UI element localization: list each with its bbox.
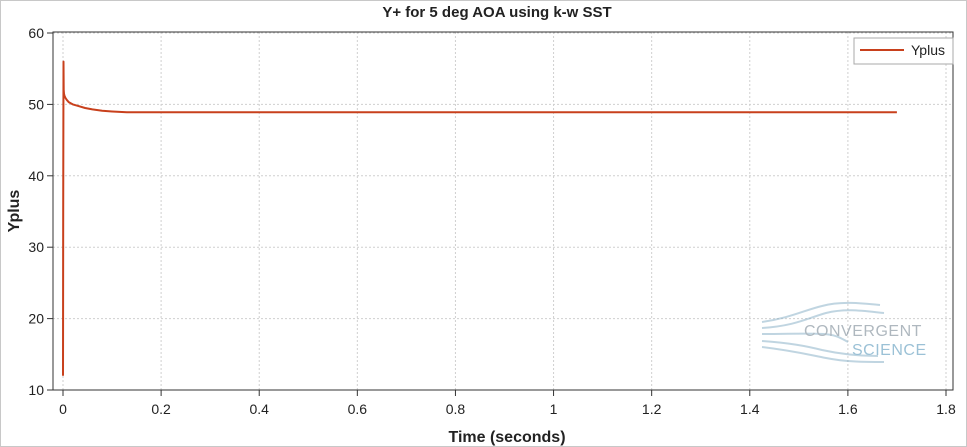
- y-tick-label: 20: [28, 311, 44, 327]
- x-tick-label: 0.6: [348, 401, 368, 417]
- series-line-yplus: [62, 60, 897, 376]
- convergent-science-watermark: CONVERGENT SCIENCE: [761, 301, 927, 363]
- x-tick-label: 1.8: [936, 401, 956, 417]
- x-tick-label: 1.4: [740, 401, 760, 417]
- watermark-line2: SCIENCE: [852, 342, 927, 359]
- x-tick-label: 1: [550, 401, 558, 417]
- y-tick-label: 40: [28, 168, 44, 184]
- watermark-line1: CONVERGENT: [804, 323, 922, 340]
- x-tick-label: 0.2: [151, 401, 171, 417]
- y-tick-label: 30: [28, 239, 44, 255]
- y-tick-label: 60: [28, 25, 44, 41]
- y-tick-label: 10: [28, 382, 44, 398]
- chart-title: Y+ for 5 deg AOA using k-w SST: [382, 4, 611, 21]
- y-axis-title: Yplus: [6, 190, 23, 233]
- x-tick-label: 1.6: [838, 401, 858, 417]
- x-tick-label: 0.4: [249, 401, 269, 417]
- y-ticks: 10 20 30 40 50 60: [28, 25, 53, 398]
- x-axis-title: Time (seconds): [448, 429, 565, 446]
- x-tick-label: 0: [59, 401, 67, 417]
- x-ticks: 0 0.2 0.4 0.6 0.8 1 1.2 1.4 1.6 1.8: [59, 390, 956, 417]
- series-layer: [62, 60, 897, 376]
- plot-area: [52, 31, 954, 391]
- x-tick-label: 1.2: [642, 401, 662, 417]
- x-tick-label: 0.8: [446, 401, 466, 417]
- legend: Yplus: [853, 37, 954, 65]
- y-tick-label: 50: [28, 96, 44, 112]
- legend-label-yplus: Yplus: [911, 42, 945, 58]
